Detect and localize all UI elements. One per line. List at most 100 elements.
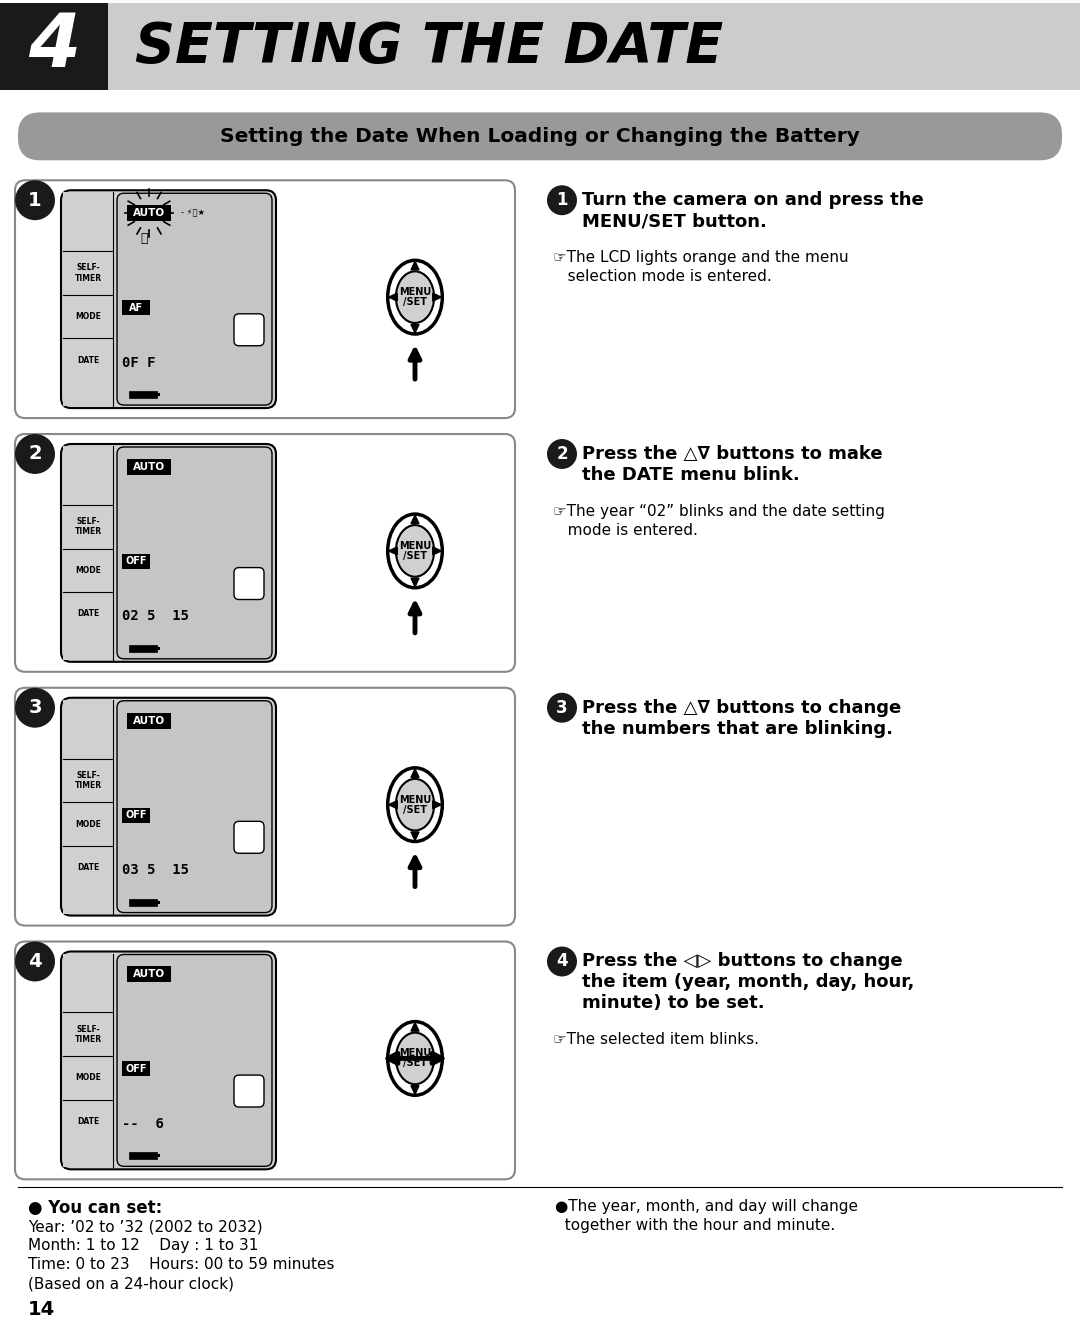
FancyBboxPatch shape — [60, 698, 276, 916]
Polygon shape — [411, 578, 419, 587]
Polygon shape — [411, 769, 419, 777]
Text: SETTING THE DATE: SETTING THE DATE — [135, 20, 724, 74]
Bar — [63, 953, 113, 1167]
Text: /SET: /SET — [403, 805, 427, 814]
Polygon shape — [411, 1023, 419, 1031]
Circle shape — [15, 435, 55, 473]
Polygon shape — [389, 293, 397, 301]
Text: Press the △∇ buttons to change: Press the △∇ buttons to change — [582, 699, 901, 717]
FancyBboxPatch shape — [117, 955, 272, 1166]
Text: selection mode is entered.: selection mode is entered. — [553, 269, 772, 283]
Text: DATE: DATE — [77, 610, 99, 619]
Ellipse shape — [388, 767, 443, 841]
Bar — [157, 1154, 160, 1158]
Text: ☞The year “02” blinks and the date setting: ☞The year “02” blinks and the date setti… — [553, 504, 885, 519]
FancyBboxPatch shape — [127, 967, 171, 983]
Text: AUTO: AUTO — [133, 969, 165, 980]
Text: 1: 1 — [28, 191, 42, 210]
FancyBboxPatch shape — [18, 112, 1062, 160]
Text: MODE: MODE — [76, 1074, 100, 1083]
Bar — [63, 193, 113, 406]
Polygon shape — [411, 832, 419, 841]
Text: 03 5  15: 03 5 15 — [122, 864, 189, 877]
Ellipse shape — [388, 261, 443, 334]
Text: AUTO: AUTO — [133, 463, 165, 472]
Text: SELF-
TIMER: SELF- TIMER — [75, 517, 102, 536]
Text: SELF-
TIMER: SELF- TIMER — [75, 1024, 102, 1044]
Text: ● You can set:: ● You can set: — [28, 1199, 162, 1217]
Ellipse shape — [396, 271, 434, 324]
Polygon shape — [433, 801, 442, 809]
FancyBboxPatch shape — [122, 299, 150, 316]
Text: Month: 1 to 12    Day : 1 to 31: Month: 1 to 12 Day : 1 to 31 — [28, 1238, 258, 1253]
Text: together with the hour and minute.: together with the hour and minute. — [555, 1218, 835, 1233]
Text: ☞The selected item blinks.: ☞The selected item blinks. — [553, 1032, 759, 1047]
Polygon shape — [411, 1086, 419, 1094]
Bar — [157, 647, 160, 650]
Polygon shape — [433, 293, 442, 301]
Circle shape — [546, 693, 577, 723]
FancyBboxPatch shape — [234, 821, 264, 853]
Text: AUTO: AUTO — [133, 209, 165, 218]
Text: 3: 3 — [556, 699, 568, 717]
FancyBboxPatch shape — [127, 205, 171, 221]
Bar — [129, 1152, 157, 1159]
Text: AUTO: AUTO — [133, 715, 165, 726]
FancyBboxPatch shape — [234, 1075, 264, 1107]
Circle shape — [15, 687, 55, 727]
Text: - ⚡Ⓐ★: - ⚡Ⓐ★ — [181, 207, 205, 217]
Text: /SET: /SET — [403, 297, 427, 308]
FancyBboxPatch shape — [127, 459, 171, 475]
Text: MODE: MODE — [76, 820, 100, 829]
Text: (Based on a 24-hour clock): (Based on a 24-hour clock) — [28, 1275, 234, 1292]
FancyBboxPatch shape — [234, 314, 264, 346]
FancyBboxPatch shape — [117, 447, 272, 659]
FancyBboxPatch shape — [117, 194, 272, 405]
Text: Setting the Date When Loading or Changing the Battery: Setting the Date When Loading or Changin… — [220, 127, 860, 146]
Text: 02 5  15: 02 5 15 — [122, 610, 189, 623]
FancyBboxPatch shape — [15, 941, 515, 1179]
Circle shape — [546, 186, 577, 215]
Text: --  6: -- 6 — [122, 1116, 164, 1131]
Ellipse shape — [396, 1032, 434, 1084]
Text: 1: 1 — [556, 191, 568, 209]
FancyBboxPatch shape — [60, 190, 276, 408]
Circle shape — [546, 439, 577, 469]
FancyBboxPatch shape — [122, 808, 150, 822]
Ellipse shape — [388, 1021, 443, 1095]
Circle shape — [546, 947, 577, 976]
Polygon shape — [411, 515, 419, 524]
Polygon shape — [433, 1055, 442, 1063]
Text: Press the △∇ buttons to make: Press the △∇ buttons to make — [582, 445, 882, 463]
Bar — [129, 644, 157, 652]
Text: Time: 0 to 23    Hours: 00 to 59 minutes: Time: 0 to 23 Hours: 00 to 59 minutes — [28, 1257, 335, 1273]
Text: Press the ◁▷ buttons to change: Press the ◁▷ buttons to change — [582, 952, 903, 971]
Ellipse shape — [396, 525, 434, 576]
Ellipse shape — [396, 779, 434, 830]
Text: 0F F: 0F F — [122, 356, 156, 370]
Polygon shape — [389, 801, 397, 809]
Text: 4: 4 — [556, 952, 568, 971]
Text: Year: ’02 to ’32 (2002 to 2032): Year: ’02 to ’32 (2002 to 2032) — [28, 1219, 262, 1234]
Polygon shape — [411, 261, 419, 270]
Text: /SET: /SET — [403, 1059, 427, 1068]
Text: the numbers that are blinking.: the numbers that are blinking. — [582, 719, 893, 738]
FancyBboxPatch shape — [122, 1062, 150, 1076]
Text: 4: 4 — [28, 952, 42, 971]
Text: 📷: 📷 — [140, 231, 148, 245]
Text: SELF-
TIMER: SELF- TIMER — [75, 263, 102, 282]
Text: the DATE menu blink.: the DATE menu blink. — [582, 465, 800, 484]
Text: 2: 2 — [556, 445, 568, 463]
Text: 4: 4 — [28, 11, 80, 83]
Bar — [63, 447, 113, 660]
Text: DATE: DATE — [77, 864, 99, 872]
FancyBboxPatch shape — [60, 952, 276, 1170]
Bar — [63, 699, 113, 913]
FancyBboxPatch shape — [234, 568, 264, 599]
FancyBboxPatch shape — [15, 687, 515, 925]
Polygon shape — [433, 547, 442, 555]
Text: the item (year, month, day, hour,: the item (year, month, day, hour, — [582, 973, 915, 992]
Text: DATE: DATE — [77, 1116, 99, 1126]
Text: MENU/SET button.: MENU/SET button. — [582, 213, 767, 230]
Polygon shape — [411, 325, 419, 333]
